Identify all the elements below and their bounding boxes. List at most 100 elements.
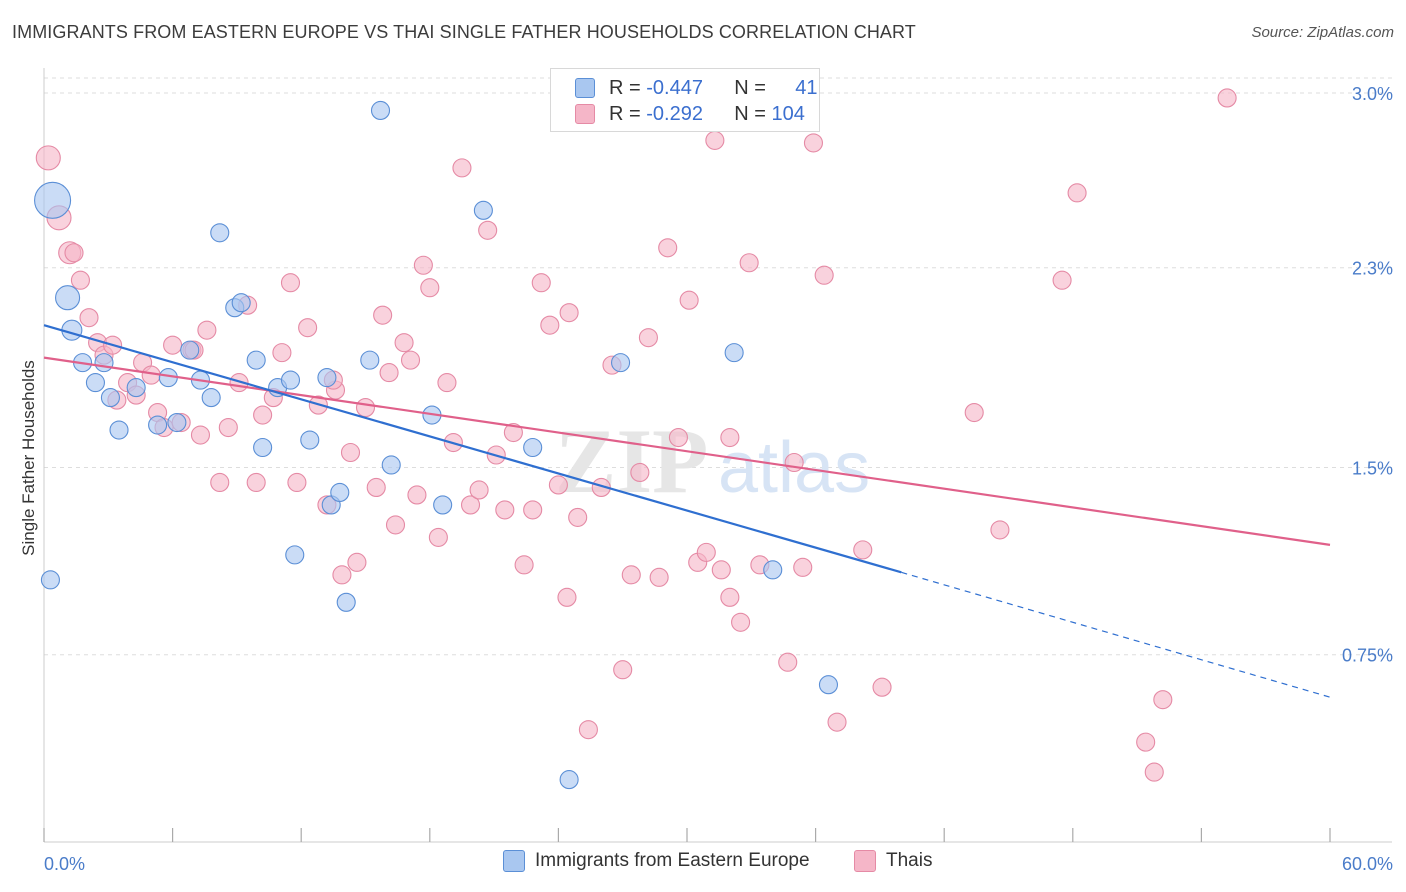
- thais-point: [413, 255, 433, 275]
- thais-points: [35, 88, 1237, 782]
- bottom-swatch-pink: [854, 850, 876, 872]
- thais-point: [1144, 762, 1164, 782]
- thais-point: [437, 373, 457, 393]
- thais-point: [218, 417, 238, 438]
- y-tick-labels: 0.75% 1.5% 2.3% 3.0%: [1342, 84, 1393, 666]
- thais-point: [679, 290, 699, 310]
- thais-point: [649, 567, 669, 587]
- bottom-legend-label: Thais: [886, 850, 933, 871]
- eastern-europe-point: [180, 340, 200, 360]
- legend-r-label: R =: [609, 76, 641, 99]
- eastern-europe-trend-extension: [901, 571, 1331, 698]
- thais-point: [1067, 183, 1087, 203]
- thais-point: [711, 560, 731, 580]
- thais-point: [400, 350, 421, 370]
- eastern-europe-point: [360, 350, 380, 370]
- thais-point: [79, 308, 99, 328]
- x-tick-label: 60.0%: [1342, 854, 1393, 874]
- thais-point: [394, 333, 414, 353]
- thais-point: [197, 320, 217, 340]
- thais-point: [668, 427, 688, 448]
- eastern-europe-point: [40, 570, 60, 590]
- thais-point: [613, 660, 633, 680]
- thais-point: [705, 130, 725, 150]
- thais-point: [452, 158, 472, 178]
- thais-point: [658, 238, 678, 258]
- thais-point: [287, 472, 307, 493]
- eastern-europe-point: [126, 378, 146, 398]
- legend-swatch-blue: [575, 78, 595, 98]
- thais-point: [1136, 732, 1156, 752]
- chart-title: IMMIGRANTS FROM EASTERN EUROPE VS THAI S…: [12, 22, 916, 42]
- eastern-europe-point: [381, 455, 401, 475]
- y-axis-title: Single Father Households: [19, 360, 38, 556]
- thais-trend-line: [43, 356, 1331, 546]
- thais-point: [253, 405, 273, 425]
- eastern-europe-point: [330, 482, 350, 503]
- thais-point: [503, 422, 523, 443]
- thais-point: [407, 485, 427, 505]
- eastern-europe-point: [763, 560, 783, 580]
- y-tick-label: 2.3%: [1352, 259, 1393, 279]
- thais-point: [531, 273, 551, 293]
- eastern-europe-point: [55, 285, 81, 311]
- eastern-europe-point: [433, 495, 453, 515]
- thais-point: [548, 475, 568, 495]
- legend-n-label: N =: [734, 76, 766, 99]
- eastern-europe-trend-line: [43, 324, 902, 574]
- eastern-europe-point: [285, 545, 305, 565]
- thais-point: [720, 587, 740, 607]
- y-tick-label: 0.75%: [1342, 646, 1393, 666]
- eastern-europe-point: [109, 420, 129, 440]
- thais-point: [568, 507, 588, 527]
- eastern-europe-point: [611, 353, 631, 373]
- thais-point: [853, 540, 873, 560]
- thais-point: [814, 265, 834, 285]
- eastern-europe-point: [317, 368, 337, 388]
- bottom-legend-thais: Thais: [854, 850, 932, 872]
- thais-point: [731, 612, 751, 632]
- legend-r-label: R =: [609, 102, 641, 125]
- thais-point: [1217, 88, 1237, 108]
- thais-point: [373, 305, 393, 325]
- thais-point: [720, 427, 740, 448]
- y-tick-label: 1.5%: [1352, 458, 1393, 478]
- y-tick-label: 3.0%: [1352, 84, 1393, 104]
- thais-point: [298, 318, 318, 338]
- bottom-legend-label: Immigrants from Eastern Europe: [535, 850, 810, 871]
- legend-swatch-pink: [575, 104, 595, 124]
- thais-point: [523, 500, 543, 520]
- x-tick-labels: 0.0% 60.0%: [44, 854, 1393, 874]
- thais-point: [379, 363, 399, 383]
- legend-n-label: N =: [734, 102, 766, 125]
- eastern-europe-point: [724, 343, 744, 363]
- thais-point: [385, 515, 406, 535]
- eastern-europe-point: [210, 223, 230, 243]
- thais-point: [366, 477, 386, 498]
- eastern-europe-point: [473, 200, 493, 220]
- thais-point: [1153, 690, 1173, 710]
- eastern-europe-point: [148, 415, 168, 435]
- thais-point: [246, 472, 266, 493]
- eastern-europe-point: [336, 592, 356, 612]
- thais-point: [793, 557, 813, 577]
- eastern-europe-point: [231, 293, 251, 313]
- bottom-swatch-blue: [503, 850, 525, 872]
- thais-point: [739, 253, 759, 273]
- eastern-europe-point: [167, 412, 187, 433]
- thais-point: [803, 133, 824, 153]
- eastern-europe-point: [85, 373, 105, 393]
- eastern-europe-point: [34, 181, 72, 219]
- thais-point: [210, 472, 230, 493]
- eastern-europe-point: [559, 770, 579, 790]
- thais-point: [332, 565, 352, 585]
- thais-point: [190, 425, 211, 445]
- legend-n-value: 41: [795, 76, 818, 99]
- thais-point: [460, 495, 481, 515]
- thais-point: [64, 243, 84, 263]
- x-tick-label: 0.0%: [44, 854, 85, 874]
- thais-point: [578, 720, 598, 740]
- thais-point: [540, 315, 560, 335]
- eastern-europe-point: [523, 437, 543, 458]
- thais-point: [514, 555, 534, 575]
